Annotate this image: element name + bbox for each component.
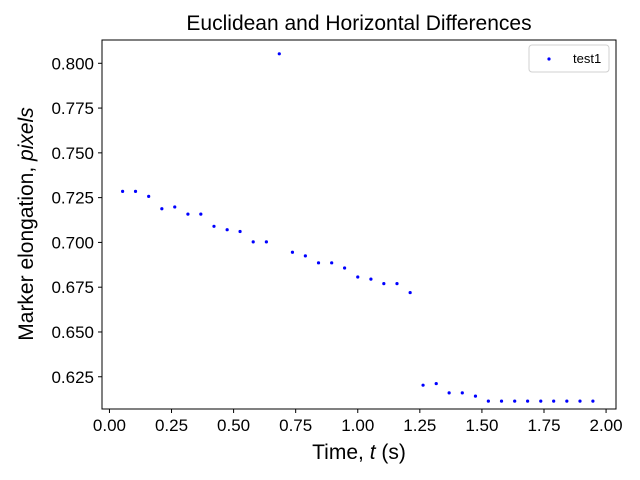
data-point	[591, 399, 595, 403]
data-point	[186, 212, 190, 216]
data-point	[565, 399, 569, 403]
data-point	[369, 277, 373, 281]
y-tick-label: 0.800	[51, 54, 94, 73]
data-point	[342, 266, 347, 270]
x-tick-label: 1.50	[465, 416, 498, 435]
data-point	[290, 250, 295, 254]
data-point	[434, 381, 438, 386]
y-tick-label: 0.750	[51, 144, 94, 163]
x-tick-label: 1.75	[527, 416, 560, 435]
data-point	[121, 189, 125, 193]
data-point	[277, 52, 281, 56]
data-point	[356, 275, 360, 279]
series-test1-points	[121, 52, 595, 403]
y-tick-label: 0.675	[51, 278, 94, 297]
y-tick-label: 0.700	[51, 233, 94, 252]
data-point	[330, 261, 334, 265]
data-point	[173, 205, 177, 209]
legend-box	[528, 44, 610, 73]
data-point	[147, 194, 151, 198]
data-point	[486, 399, 490, 403]
plot-area: 0.00 0.25 0.50 0.75 1.00 1.25 1.50 1.75 2.00 0.6…	[51, 39, 623, 435]
x-tick-label: 0.75	[279, 416, 312, 435]
data-point	[316, 261, 321, 265]
x-tick-label: 2.00	[590, 416, 623, 435]
x-tick-label: 0.00	[93, 416, 126, 435]
data-point	[513, 399, 517, 403]
data-point	[460, 391, 464, 395]
data-point	[578, 399, 582, 403]
y-axis-label: Marker elongation, pixels	[15, 107, 38, 341]
x-tick-label: 0.50	[217, 416, 250, 435]
data-point	[382, 282, 386, 286]
data-point	[212, 224, 216, 228]
x-tick-label: 1.00	[341, 416, 374, 435]
y-tick-label: 0.775	[51, 99, 94, 118]
data-point	[133, 189, 138, 193]
data-point	[395, 282, 399, 286]
data-point	[238, 229, 242, 234]
legend-marker-test1	[547, 57, 551, 61]
data-point	[421, 383, 425, 387]
data-point	[160, 207, 164, 211]
chart-title: Euclidean and Horizontal Differences	[186, 12, 531, 35]
data-point	[552, 399, 556, 403]
x-tick-label: 1.25	[403, 416, 436, 435]
data-point	[499, 399, 504, 403]
data-point	[447, 391, 451, 395]
data-point	[225, 228, 229, 232]
data-point	[251, 240, 255, 244]
x-axis-label: Time, t (s)	[312, 441, 406, 464]
data-point	[408, 290, 412, 295]
y-tick-label: 0.625	[51, 368, 94, 387]
y-tick-label: 0.725	[51, 189, 94, 208]
data-point	[199, 212, 203, 216]
legend: test1	[528, 44, 610, 73]
x-tick-label: 0.25	[155, 416, 188, 435]
data-point	[526, 399, 530, 403]
data-point	[264, 240, 268, 244]
y-axis: 0.625 0.650 0.675 0.700 0.725 0.750 0.775 0.800	[51, 54, 102, 387]
y-tick-label: 0.650	[51, 323, 94, 342]
data-point	[539, 399, 543, 403]
data-point	[303, 254, 307, 258]
legend-label-test1: test1	[573, 51, 601, 66]
axes-frame	[101, 39, 617, 410]
data-point	[473, 394, 478, 398]
x-axis: 0.00 0.25 0.50 0.75 1.00 1.25 1.50 1.75 2.00	[93, 409, 623, 435]
